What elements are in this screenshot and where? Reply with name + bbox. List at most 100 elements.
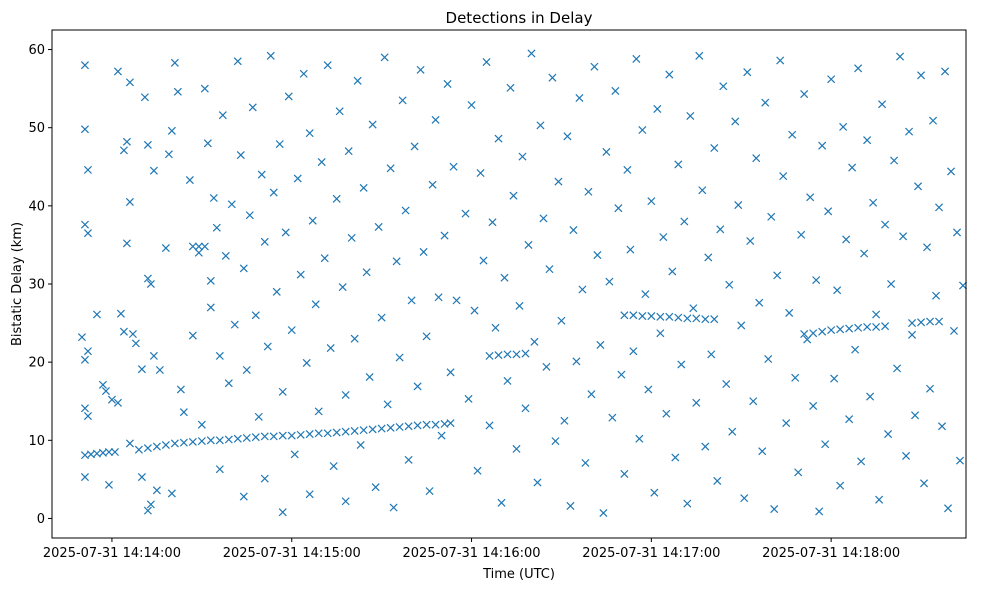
data-point: [386, 164, 395, 173]
data-point: [641, 290, 650, 299]
data-point: [341, 497, 350, 506]
data-point: [955, 456, 965, 465]
data-point: [560, 416, 569, 425]
data-point: [440, 231, 449, 240]
data-point: [206, 436, 215, 445]
data-point: [770, 505, 779, 514]
data-point: [461, 209, 470, 218]
data-point: [152, 442, 161, 451]
data-point: [569, 226, 578, 235]
data-point: [305, 129, 314, 138]
data-point: [782, 419, 791, 428]
data-point: [578, 285, 587, 294]
data-point: [614, 204, 623, 213]
data-point: [503, 350, 512, 359]
data-point: [902, 451, 911, 460]
data-point: [557, 316, 566, 325]
data-point: [842, 235, 851, 244]
data-point: [809, 401, 818, 410]
data-point: [260, 237, 269, 246]
data-point: [104, 448, 113, 457]
data-point: [680, 217, 689, 226]
data-point: [896, 52, 905, 61]
data-point: [611, 86, 620, 95]
data-point: [260, 474, 269, 483]
data-point: [155, 365, 164, 374]
data-point: [926, 384, 935, 393]
data-point: [80, 61, 89, 70]
data-point: [329, 462, 338, 471]
data-point: [197, 437, 206, 446]
data-point: [545, 265, 554, 274]
data-point: [758, 447, 767, 456]
data-point: [197, 420, 206, 429]
data-point: [257, 170, 266, 179]
data-point: [509, 191, 518, 200]
data-point: [704, 253, 713, 262]
data-point: [152, 486, 161, 495]
data-point: [341, 427, 350, 436]
data-point: [797, 230, 806, 239]
data-point: [491, 323, 500, 332]
data-point: [224, 379, 233, 388]
data-point: [821, 440, 830, 449]
data-point: [170, 439, 179, 448]
data-point: [872, 310, 881, 319]
data-point: [173, 87, 182, 96]
data-point: [860, 249, 869, 258]
data-point: [587, 390, 596, 399]
data-point: [695, 51, 704, 60]
data-point: [278, 431, 287, 440]
data-point: [602, 147, 611, 156]
data-point: [293, 174, 302, 183]
data-point: [635, 434, 644, 443]
data-point: [413, 382, 422, 391]
data-point: [827, 326, 836, 335]
data-point: [572, 357, 581, 366]
data-point: [917, 318, 926, 327]
data-point: [665, 70, 674, 79]
data-point: [698, 186, 707, 195]
data-point: [908, 319, 917, 328]
data-point: [131, 339, 140, 348]
data-point: [617, 370, 626, 379]
data-point: [239, 492, 248, 501]
data-point: [239, 264, 248, 273]
data-point: [749, 397, 758, 406]
data-point: [776, 56, 785, 65]
data-point: [200, 84, 209, 93]
data-point: [779, 172, 788, 181]
data-point: [206, 276, 215, 285]
data-point: [143, 444, 152, 453]
data-point: [668, 267, 677, 276]
data-point: [407, 296, 416, 305]
data-point: [371, 483, 380, 492]
data-point: [302, 358, 311, 367]
data-point: [542, 362, 551, 371]
data-point: [605, 277, 614, 286]
data-point: [188, 437, 197, 446]
data-point: [116, 309, 125, 318]
data-point: [227, 200, 236, 209]
data-point: [110, 448, 119, 457]
data-point: [731, 117, 740, 126]
data-point: [233, 57, 242, 66]
data-point: [113, 67, 122, 76]
data-point: [125, 439, 134, 448]
data-point: [395, 353, 404, 362]
data-point: [368, 120, 377, 129]
data-point: [725, 280, 734, 289]
data-point: [230, 320, 239, 329]
data-point: [296, 270, 305, 279]
data-point: [236, 151, 245, 160]
x-tick-label: 2025-07-31 14:14:00: [43, 546, 181, 561]
data-point: [710, 315, 719, 324]
data-point: [419, 247, 428, 256]
data-point: [716, 225, 725, 234]
data-point: [845, 415, 854, 424]
data-point: [800, 329, 809, 339]
data-point: [719, 82, 728, 91]
data-point: [356, 440, 365, 450]
data-point: [98, 380, 107, 389]
data-point: [500, 273, 509, 282]
